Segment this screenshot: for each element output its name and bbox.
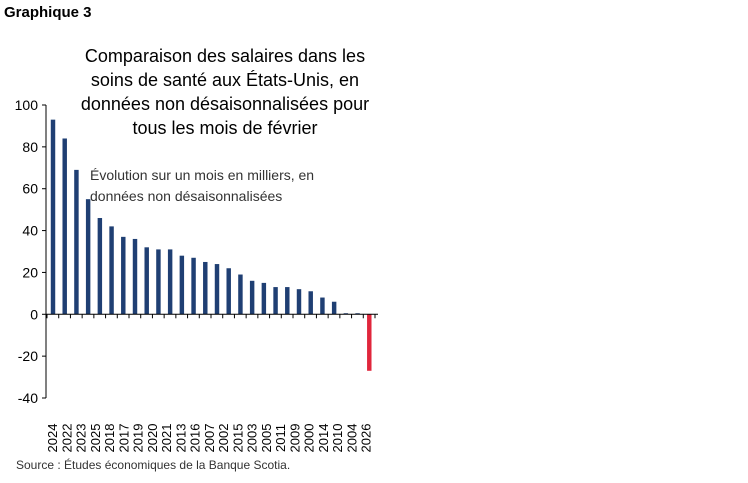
x-tick-label: 2000 [302, 424, 317, 453]
x-tick-label: 2003 [245, 424, 260, 453]
y-tick-label: -40 [18, 390, 38, 406]
x-tick-label: 2007 [202, 424, 217, 453]
bar [109, 226, 114, 315]
bar [85, 199, 91, 315]
bar [226, 268, 231, 315]
x-tick-label: 2018 [102, 424, 117, 453]
y-tick-label: 20 [22, 264, 38, 280]
y-tick-label: 100 [15, 97, 39, 113]
chart-title-line: Comparaison des salaires dans les [84, 46, 366, 66]
chart-subtitle-line: Évolution sur un mois en milliers, en [90, 167, 315, 183]
bar [238, 274, 243, 315]
x-tick-label: 2022 [59, 424, 74, 453]
x-tick-label: 2005 [259, 424, 274, 453]
bar [156, 249, 161, 315]
x-tick-label: 2015 [230, 424, 245, 453]
y-tick-label: -20 [18, 348, 38, 364]
x-tick-label: 2009 [287, 424, 302, 453]
bar [121, 236, 126, 315]
x-tick-label: 2004 [344, 424, 359, 453]
x-tick-label: 2026 [359, 424, 374, 453]
x-tick-label: 2019 [131, 424, 146, 453]
x-tick-label: 2002 [216, 424, 231, 453]
x-tick-label: 2023 [74, 424, 89, 453]
bar [179, 255, 185, 315]
bar [214, 264, 220, 315]
y-tick-label: 80 [22, 139, 38, 155]
figure-label: Graphique 3 [4, 4, 92, 21]
bar [285, 287, 290, 315]
y-tick-label: 60 [22, 181, 38, 197]
y-tick-label: 40 [22, 223, 38, 239]
bar [50, 119, 56, 315]
chart-title-line: données non désaisonnalisées pour [80, 94, 370, 114]
chart-subtitle-line: données non désaisonnalisées [90, 188, 283, 204]
bar [62, 138, 67, 315]
x-tick-label: 2025 [88, 424, 103, 453]
bar [144, 247, 149, 315]
bar [343, 313, 349, 315]
x-tick-label: 2017 [116, 424, 131, 453]
x-tick-label: 2016 [188, 424, 203, 453]
bar [203, 261, 208, 315]
bar [355, 313, 360, 315]
x-tick-label: 2013 [173, 424, 188, 453]
chart-title: Comparaison des salaires dans les soins … [55, 44, 395, 140]
chart-subtitle: Évolution sur un mois en milliers, en do… [90, 165, 360, 207]
bar [97, 218, 103, 315]
bar [308, 291, 313, 315]
bar [167, 249, 173, 315]
chart-title-line: tous les mois de février [132, 118, 318, 138]
bar [273, 287, 278, 315]
bar [74, 169, 79, 315]
x-tick-label: 2014 [316, 424, 331, 453]
source-note: Source : Études économiques de la Banque… [16, 458, 291, 472]
bar [296, 289, 302, 315]
bar [261, 282, 267, 315]
chart-title-line: soins de santé aux États-Unis, en [90, 70, 360, 90]
x-tick-label: 2011 [273, 424, 288, 452]
x-tick-label: 2021 [159, 424, 174, 453]
x-tick-label: 2024 [45, 424, 60, 453]
bar [249, 280, 255, 315]
bar [320, 297, 325, 315]
bar [191, 257, 196, 315]
y-tick-label: 0 [30, 306, 38, 322]
x-tick-label: 2010 [330, 424, 345, 453]
x-tick-label: 2020 [145, 424, 160, 453]
bar-highlight [367, 314, 372, 371]
bar [331, 301, 337, 315]
bar [132, 238, 138, 315]
